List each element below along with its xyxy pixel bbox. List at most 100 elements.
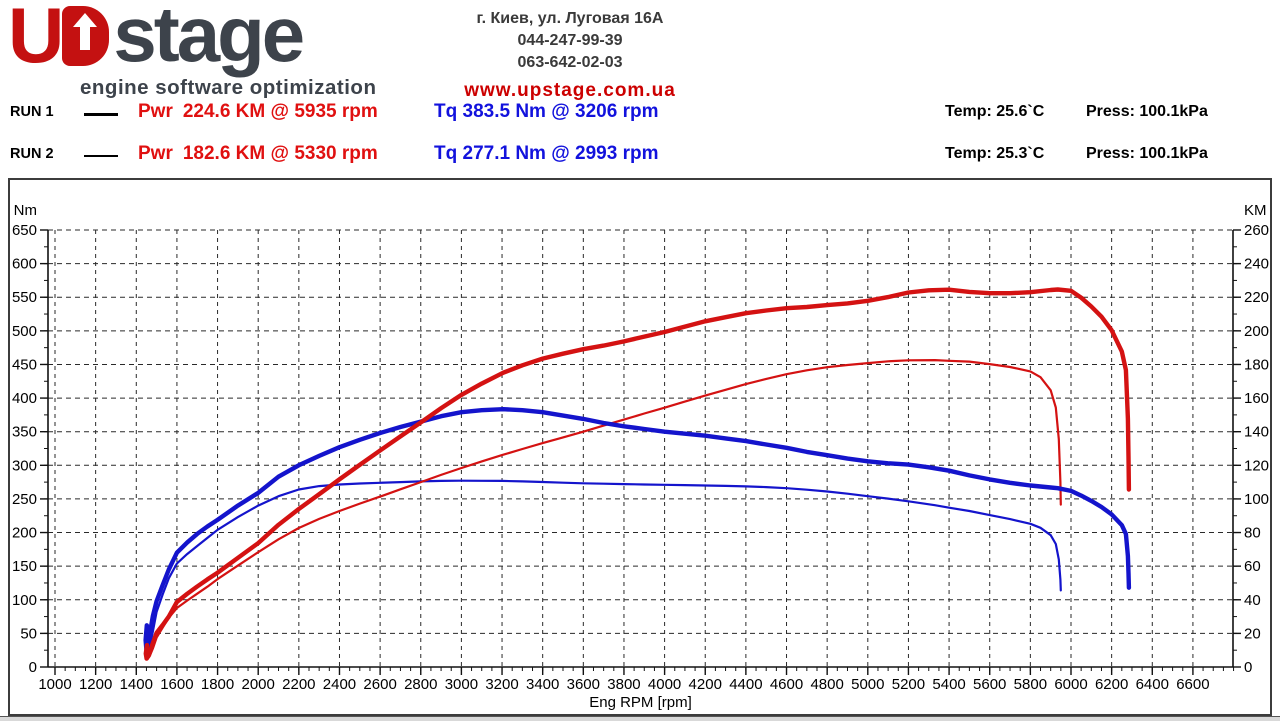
left-tick-label: 400 [12, 390, 37, 407]
website-link[interactable]: www.upstage.com.ua [464, 80, 676, 101]
bottom-edge [0, 716, 1280, 721]
x-tick-label: 2800 [404, 676, 437, 693]
left-tick-label: 600 [12, 256, 37, 273]
legend-row-run2: RUN 2 Pwr 182.6 KM @ 5330 rpm Tq 277.1 Nm… [0, 143, 1280, 169]
run2-power-reading: Pwr 182.6 KM @ 5330 rpm [138, 143, 378, 165]
left-tick-label: 450 [12, 356, 37, 373]
x-tick-label: 1200 [79, 676, 112, 693]
logo-tagline: engine software optimization [80, 76, 377, 99]
run1-press-reading: Press: 100.1kPa [1086, 103, 1208, 120]
right-tick-label: 120 [1244, 457, 1269, 474]
run2-torque-reading: Tq 277.1 Nm @ 2993 rpm [434, 143, 658, 165]
right-tick-label: 80 [1244, 525, 1261, 542]
curve-run-1-power-km- [143, 287, 1132, 661]
x-tick-label: 4800 [810, 676, 843, 693]
right-tick-label: 0 [1244, 659, 1252, 676]
left-tick-label: 500 [12, 323, 37, 340]
logo-bowl-shape [62, 6, 110, 66]
x-axis-title: Eng RPM [rpm] [589, 694, 692, 711]
legend-row-run1: RUN 1 Pwr 224.6 KM @ 5935 rpm Tq 383.5 Nm… [0, 101, 1280, 127]
x-tick-label: 6600 [1176, 676, 1209, 693]
right-tick-label: 260 [1244, 222, 1269, 239]
address-line: г. Киев, ул. Луговая 16А [476, 10, 664, 27]
curve-run-2-torque-nm- [145, 479, 1062, 654]
x-tick-label: 4200 [689, 676, 722, 693]
x-tick-label: 1000 [38, 676, 71, 693]
chart-frame: 1000 1200 1400 1600 1800 2000 2200 2400 2600 2800… [8, 178, 1272, 716]
curve-run-1-torque-nm- [143, 406, 1132, 652]
x-tick-label: 5000 [851, 676, 884, 693]
run2-tq-label: Tq [434, 143, 458, 164]
left-tick-label: 550 [12, 289, 37, 306]
right-tick-label: 200 [1244, 323, 1269, 340]
run1-line-sample [84, 113, 118, 116]
x-tick-label: 5600 [973, 676, 1006, 693]
run1-tq-label: Tq [434, 101, 458, 122]
x-tick-label: 2000 [242, 676, 275, 693]
x-tick-label: 3000 [445, 676, 478, 693]
run1-power-reading: Pwr 224.6 KM @ 5935 rpm [138, 101, 378, 123]
right-tick-label: 240 [1244, 256, 1269, 273]
right-tick-label: 220 [1244, 289, 1269, 306]
x-tick-label: 1800 [201, 676, 234, 693]
run2-pwr-value: 182.6 KM @ 5330 rpm [182, 143, 378, 164]
curve-run-2-power-km- [145, 359, 1062, 661]
x-tick-label: 6200 [1095, 676, 1128, 693]
right-tick-label: 140 [1244, 424, 1269, 441]
right-tick-label: 180 [1244, 356, 1269, 373]
x-tick-label: 4400 [729, 676, 762, 693]
left-tick-label: 0 [29, 659, 37, 676]
logo-u-letter: U [8, 0, 64, 79]
phone-line-1: 044-247-99-39 [517, 32, 623, 49]
x-tick-label: 1400 [120, 676, 153, 693]
left-tick-label: 150 [12, 558, 37, 575]
run2-label: RUN 2 [10, 146, 54, 162]
contact-block: г. Киев, ул. Луговая 16А 044-247-99-39 0… [420, 8, 720, 102]
x-tick-label: 3800 [607, 676, 640, 693]
x-tick-label: 2200 [282, 676, 315, 693]
x-tick-label: 6000 [1054, 676, 1087, 693]
left-tick-label: 250 [12, 491, 37, 508]
arrow-up-stem [80, 26, 91, 50]
run1-temp-reading: Temp: 25.6`C [945, 103, 1045, 120]
right-tick-label: 100 [1244, 491, 1269, 508]
right-tick-label: 60 [1244, 558, 1261, 575]
x-tick-label: 3600 [567, 676, 600, 693]
run2-line-sample [84, 155, 118, 157]
run2-tq-value: 277.1 Nm @ 2993 rpm [462, 143, 659, 164]
run2-temp-reading: Temp: 25.3`C [945, 145, 1045, 162]
x-tick-label: 1600 [160, 676, 193, 693]
left-tick-label: 50 [20, 625, 37, 642]
run2-press-reading: Press: 100.1kPa [1086, 145, 1208, 162]
run1-tq-value: 383.5 Nm @ 3206 rpm [462, 101, 659, 122]
right-axis-title: KM [1244, 202, 1267, 219]
right-tick-label: 160 [1244, 390, 1269, 407]
run1-pwr-value: 224.6 KM @ 5935 rpm [182, 101, 378, 122]
x-tick-label: 4000 [648, 676, 681, 693]
run1-torque-reading: Tq 383.5 Nm @ 3206 rpm [434, 101, 658, 123]
run2-pwr-label: Pwr [138, 143, 173, 164]
run1-pwr-label: Pwr [138, 101, 173, 122]
x-tick-label: 3200 [485, 676, 518, 693]
left-tick-label: 200 [12, 525, 37, 542]
logo-stage-text: stage [113, 0, 305, 78]
right-tick-label: 40 [1244, 592, 1261, 609]
left-tick-label: 100 [12, 592, 37, 609]
x-tick-label: 2400 [323, 676, 356, 693]
x-tick-label: 5200 [892, 676, 925, 693]
x-tick-label: 6400 [1136, 676, 1169, 693]
x-tick-label: 2600 [363, 676, 396, 693]
left-axis-title: Nm [14, 202, 37, 219]
run1-label: RUN 1 [10, 104, 54, 120]
left-tick-label: 650 [12, 222, 37, 239]
logo: U stage engine software optimization [8, 0, 418, 99]
phone-line-2: 063-642-02-03 [517, 54, 623, 71]
x-tick-label: 5800 [1014, 676, 1047, 693]
right-tick-label: 20 [1244, 625, 1261, 642]
left-tick-label: 350 [12, 424, 37, 441]
x-tick-label: 3400 [526, 676, 559, 693]
left-tick-label: 300 [12, 457, 37, 474]
arrow-up-icon [73, 13, 98, 27]
x-tick-label: 4600 [770, 676, 803, 693]
